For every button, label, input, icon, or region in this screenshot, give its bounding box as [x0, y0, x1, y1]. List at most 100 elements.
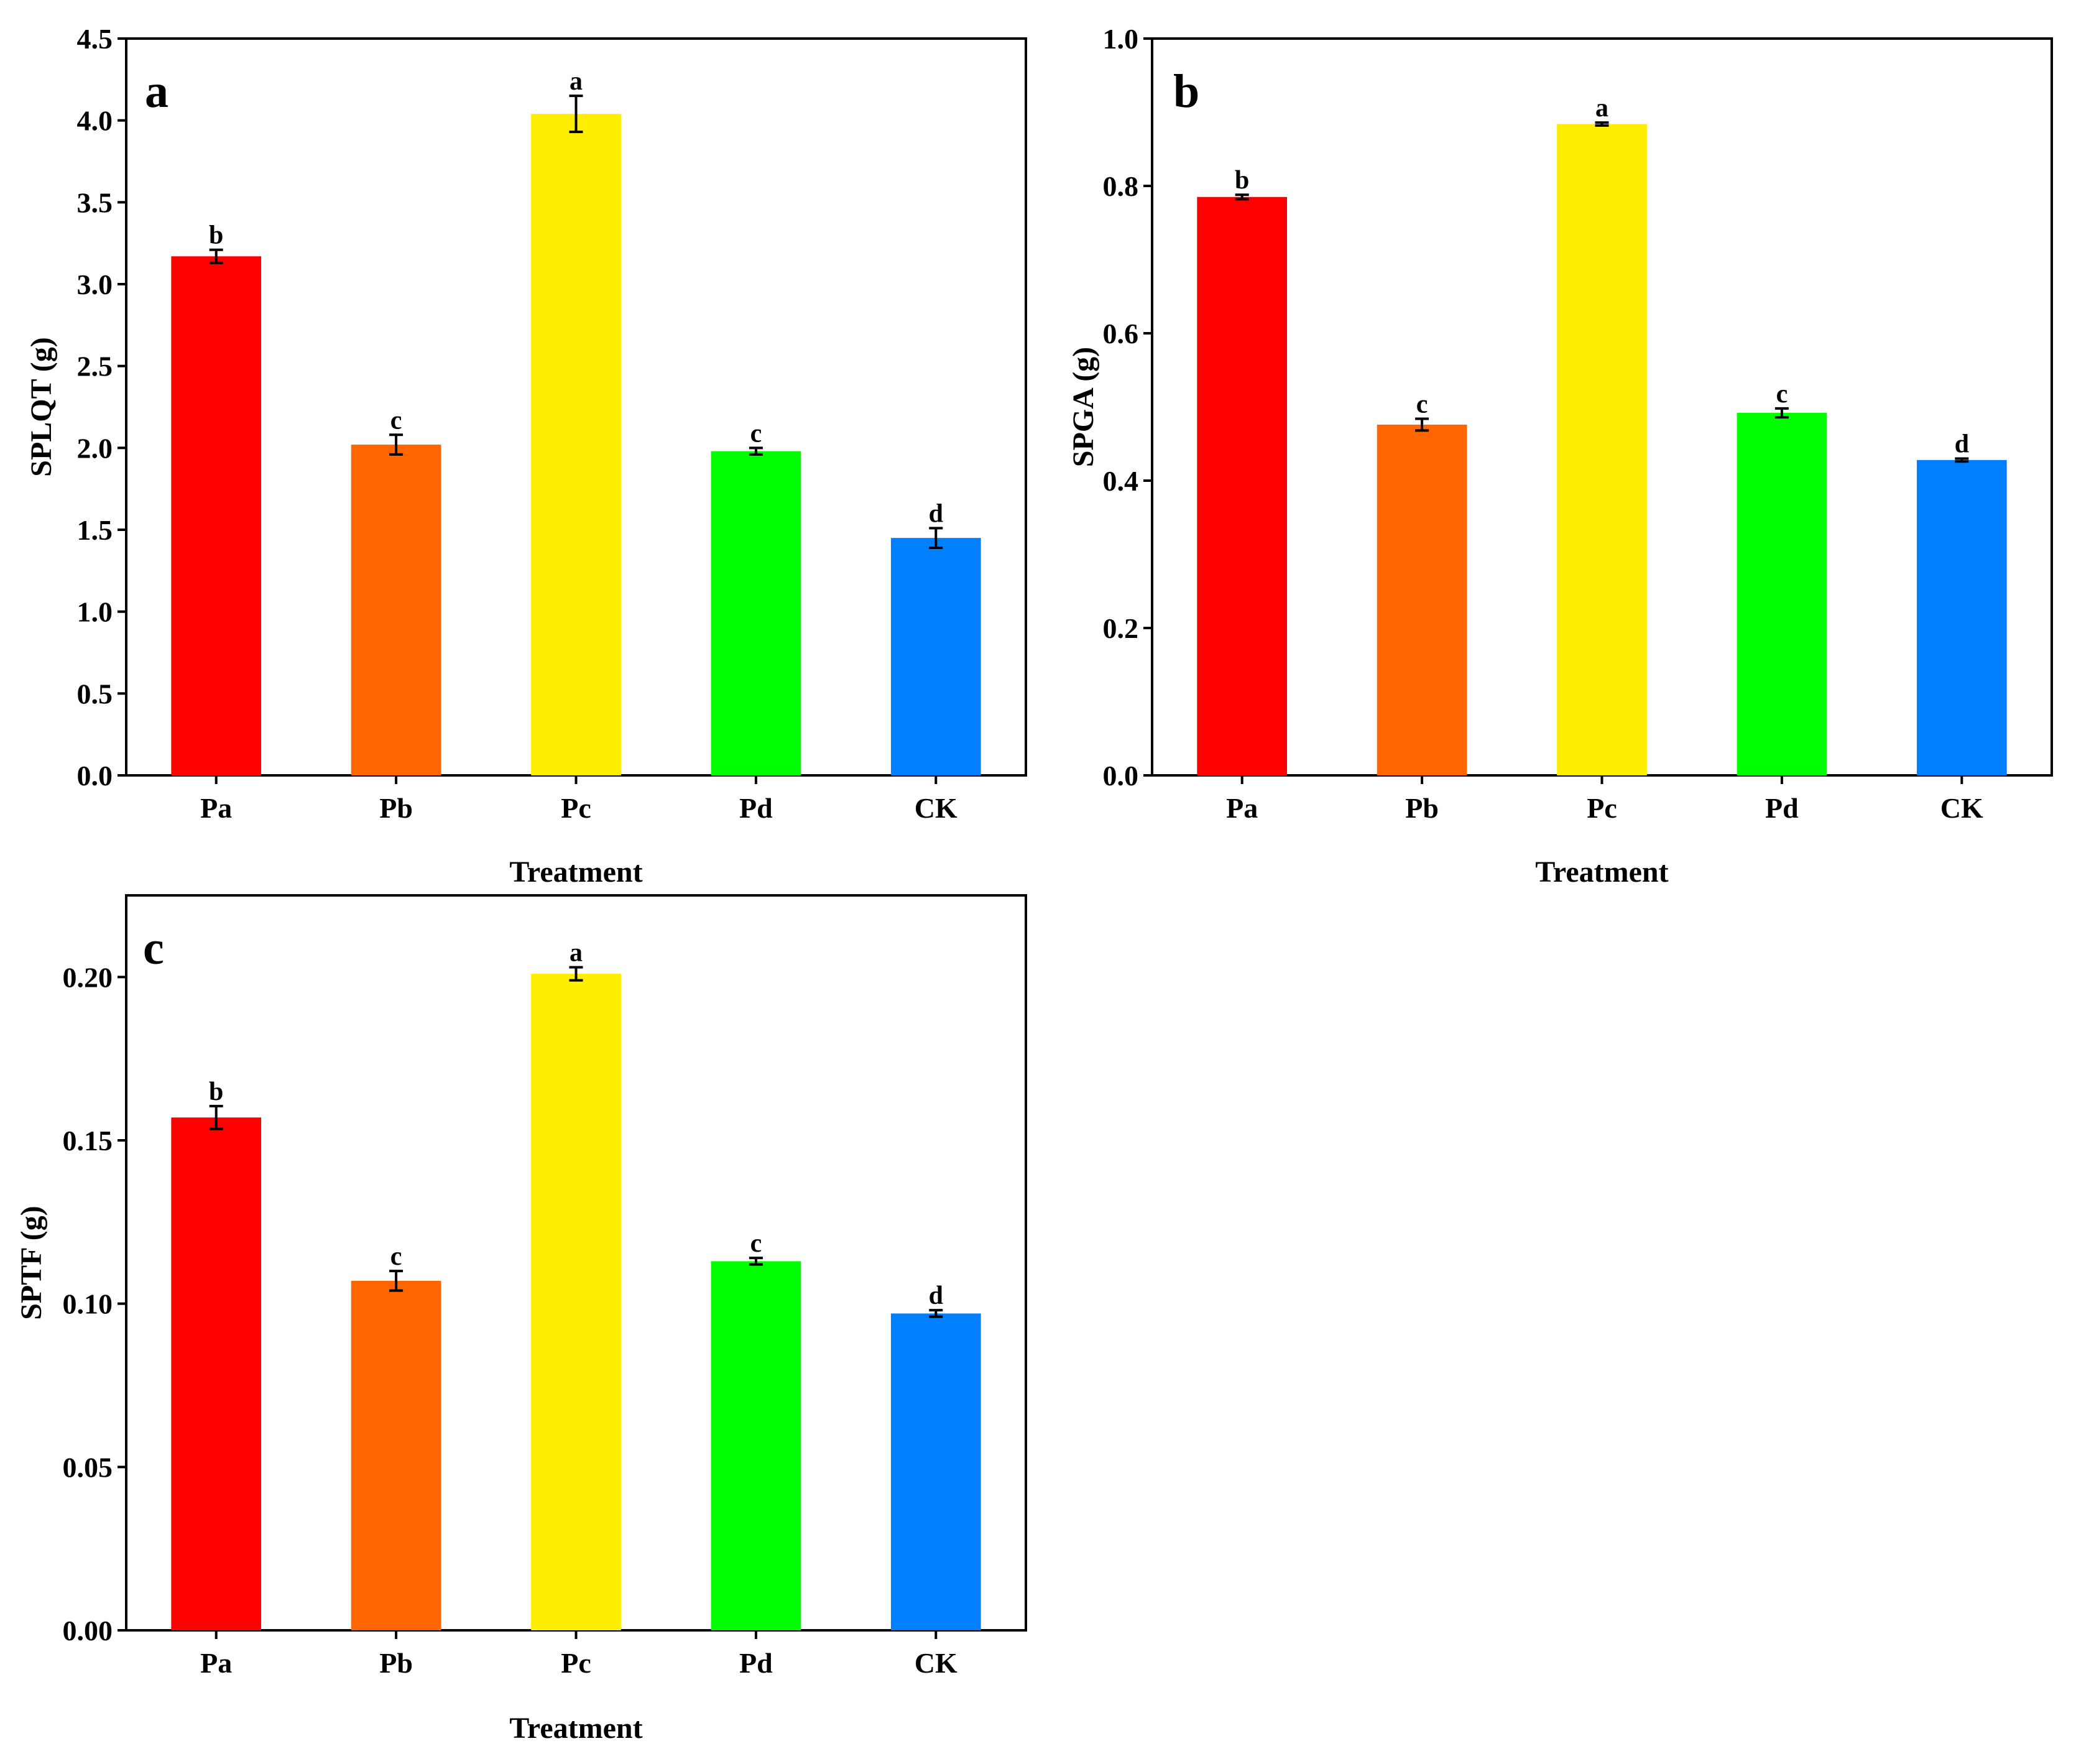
bar-pc	[1557, 124, 1647, 776]
y-tick-label: 2.5	[77, 351, 113, 382]
y-tick-label: 0.10	[63, 1288, 113, 1320]
y-tick-label: 4.5	[77, 23, 113, 55]
x-axis-title: Treatment	[509, 856, 642, 889]
error-bar	[929, 1309, 943, 1318]
error-bar	[1955, 457, 1969, 463]
x-axis: Pa Pb Pc Pd CK	[200, 775, 957, 824]
bars: b c a c d	[171, 67, 981, 776]
error-bar	[1595, 121, 1609, 127]
significance-label: c	[390, 406, 402, 435]
y-tick-label: 1.0	[1103, 23, 1139, 55]
error-bar	[209, 248, 223, 264]
x-axis: Pa Pb Pc Pd CK	[1226, 775, 1983, 824]
significance-label: a	[570, 67, 583, 96]
bar-pa	[171, 1117, 262, 1630]
error-bar	[569, 95, 583, 134]
panel-letter: c	[143, 922, 164, 974]
x-tick-label: Pc	[561, 792, 591, 824]
y-axis-title: SPGA (g)	[1067, 347, 1100, 467]
error-bar	[929, 527, 943, 549]
x-tick-label: Pb	[1405, 792, 1439, 824]
error-bar	[1415, 417, 1429, 432]
y-tick-label: 2.0	[77, 432, 113, 464]
x-axis: Pa Pb Pc Pd CK	[200, 1630, 957, 1679]
y-axis: 0.00 0.05 0.10 0.15 0.20	[63, 961, 126, 1646]
significance-label: a	[570, 939, 583, 967]
significance-label: d	[929, 499, 943, 528]
error-bar	[749, 1257, 763, 1266]
y-tick-label: 0.4	[1103, 465, 1139, 497]
significance-label: b	[209, 221, 223, 250]
bar-ck	[890, 1313, 981, 1630]
y-axis: 0.0 0.5 1.0 1.5 2.0 2.5 3.0 3.5 4.0 4.5	[77, 23, 126, 792]
y-tick-label: 1.0	[77, 596, 113, 628]
y-tick-label: 4.0	[77, 105, 113, 137]
x-axis-title: Treatment	[1535, 856, 1668, 889]
y-tick-label: 0.00	[63, 1615, 113, 1646]
bars: b c a c d	[1197, 94, 2007, 776]
panel-letter: a	[145, 65, 168, 118]
x-tick-label: Pa	[200, 792, 232, 824]
y-tick-label: 0.20	[63, 961, 113, 993]
bars: b c a c d	[171, 939, 981, 1630]
significance-label: c	[1776, 380, 1788, 409]
bar-pc	[531, 114, 621, 776]
bar-pb	[351, 445, 441, 775]
y-tick-label: 3.5	[77, 187, 113, 218]
bar-pd	[1737, 412, 1827, 775]
y-tick-label: 1.5	[77, 514, 113, 546]
panel-letter: b	[1173, 65, 1199, 118]
bar-pb	[351, 1280, 441, 1630]
x-tick-label: Pb	[379, 1647, 413, 1679]
significance-label: b	[1235, 166, 1249, 195]
y-tick-label: 0.15	[63, 1125, 113, 1157]
bar-pb	[1377, 424, 1467, 775]
x-tick-label: CK	[915, 792, 957, 824]
chart-panel-b: 0.0 0.2 0.4 0.6 0.8 1.0 b c a c d Pa Pb Pc Pd CK b Tr…	[1067, 23, 2053, 889]
x-tick-label: Pc	[1587, 792, 1617, 824]
y-tick-label: 0.0	[1103, 760, 1139, 792]
significance-label: c	[750, 419, 762, 448]
error-bar	[209, 1104, 223, 1130]
y-tick-label: 0.8	[1103, 170, 1139, 202]
significance-label: c	[750, 1229, 762, 1258]
error-bar	[389, 433, 404, 456]
significance-label: c	[390, 1242, 402, 1271]
y-tick-label: 0.5	[77, 678, 113, 709]
x-tick-label: Pd	[1765, 792, 1799, 824]
x-tick-label: Pd	[739, 792, 773, 824]
error-bar	[1235, 193, 1249, 201]
x-tick-label: Pa	[200, 1647, 232, 1679]
y-tick-label: 0.2	[1103, 612, 1139, 644]
y-axis-title: SPLQT (g)	[25, 337, 58, 476]
y-tick-label: 3.0	[77, 269, 113, 300]
significance-label: d	[929, 1281, 943, 1310]
bar-pc	[531, 974, 621, 1630]
x-tick-label: Pc	[561, 1647, 591, 1679]
bar-pd	[711, 1261, 801, 1630]
y-axis-title: SPTF (g)	[15, 1206, 48, 1320]
error-bar	[569, 966, 583, 982]
error-bar	[1774, 407, 1789, 419]
y-tick-label: 0.6	[1103, 318, 1139, 349]
error-bar	[389, 1270, 404, 1292]
x-tick-label: Pb	[379, 792, 413, 824]
x-tick-label: CK	[915, 1647, 957, 1679]
y-tick-label: 0.05	[63, 1451, 113, 1483]
x-tick-label: CK	[1940, 792, 1983, 824]
significance-label: d	[1955, 430, 1969, 458]
significance-label: a	[1595, 94, 1608, 122]
bar-pa	[1197, 196, 1288, 775]
significance-label: b	[209, 1078, 223, 1106]
y-axis: 0.0 0.2 0.4 0.6 0.8 1.0	[1103, 23, 1152, 792]
bar-ck	[890, 538, 981, 775]
bar-pa	[171, 256, 262, 775]
bar-ck	[1916, 459, 2007, 775]
bar-pd	[711, 451, 801, 775]
y-tick-label: 0.0	[77, 760, 113, 792]
significance-label: c	[1416, 390, 1428, 418]
x-axis-title: Treatment	[509, 1712, 642, 1745]
